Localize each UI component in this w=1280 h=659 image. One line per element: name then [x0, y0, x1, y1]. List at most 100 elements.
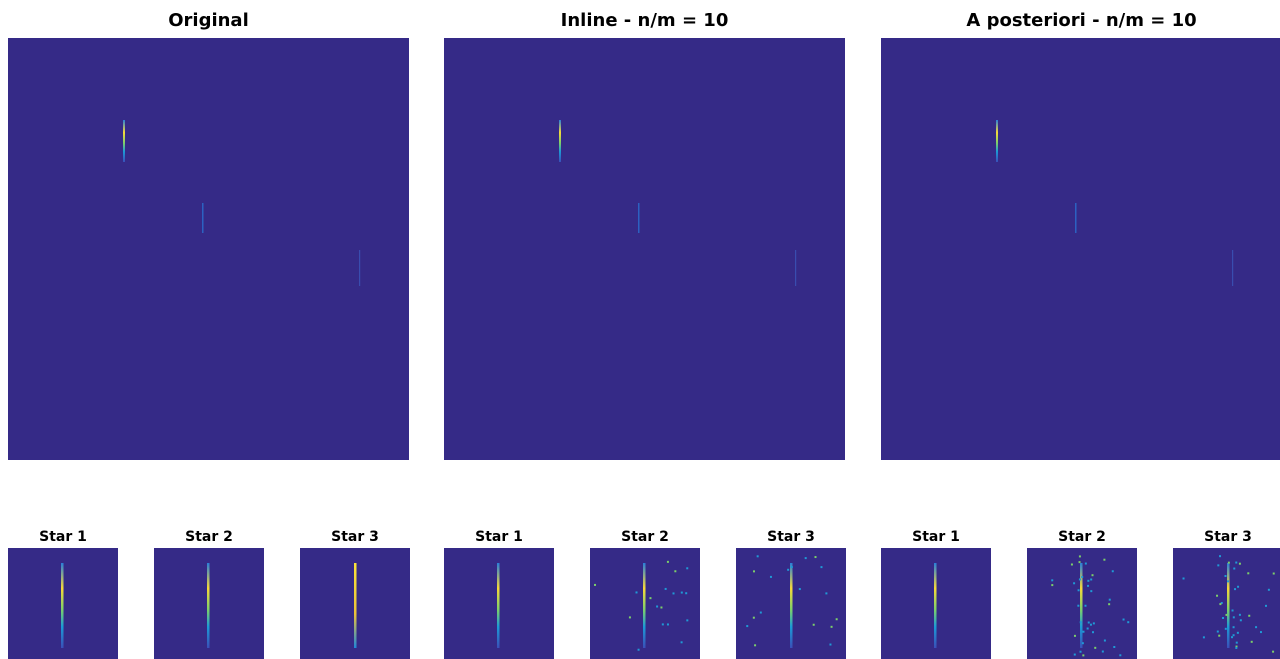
noise	[1086, 627, 1089, 630]
noise	[1073, 634, 1076, 637]
noise	[1101, 650, 1104, 653]
noise	[1108, 603, 1111, 606]
image	[8, 38, 409, 460]
star-title: Star 2	[185, 529, 233, 545]
noise	[835, 618, 838, 621]
star-title: Star 1	[475, 529, 523, 545]
noise	[814, 556, 817, 559]
noise	[1222, 617, 1225, 620]
noise	[1231, 636, 1234, 639]
noise	[664, 587, 667, 590]
star-streak	[497, 563, 500, 648]
noise	[1079, 650, 1082, 653]
panel-title: Original	[168, 10, 249, 31]
noise	[825, 592, 828, 595]
noise	[1051, 584, 1054, 587]
noise	[680, 591, 683, 594]
noise	[1265, 604, 1268, 607]
noise	[752, 616, 755, 619]
star-title: Star 2	[1058, 529, 1106, 545]
panel-title: Inline - n/m = 10	[561, 10, 729, 31]
noise	[1225, 613, 1228, 616]
noise	[1092, 631, 1095, 634]
noise	[1081, 576, 1084, 579]
noise	[672, 592, 675, 595]
noise	[594, 583, 597, 586]
noise	[1119, 654, 1122, 657]
noise	[1078, 561, 1081, 564]
star-image	[1173, 548, 1280, 659]
noise	[1219, 555, 1222, 558]
star-title: Star 3	[767, 529, 815, 545]
noise	[1235, 561, 1238, 564]
streak	[795, 250, 797, 286]
panel-title: A posteriori - n/m = 10	[966, 10, 1196, 31]
noise	[666, 560, 669, 563]
noise	[1224, 575, 1227, 578]
star-title: Star 1	[39, 529, 87, 545]
star-streak	[790, 563, 793, 648]
star-title: Star 3	[1204, 529, 1252, 545]
noise	[798, 588, 801, 591]
noise	[1259, 631, 1262, 634]
noise	[1232, 626, 1235, 629]
noise	[787, 568, 790, 571]
noise	[1078, 555, 1081, 558]
noise	[1272, 650, 1275, 653]
star-streak	[207, 563, 210, 648]
noise	[1103, 639, 1106, 642]
noise	[1079, 621, 1082, 624]
noise	[1233, 567, 1236, 570]
noise	[686, 567, 689, 570]
noise	[1219, 603, 1222, 606]
star-streak	[1227, 563, 1230, 648]
streak	[638, 203, 640, 233]
noise	[1122, 618, 1125, 621]
noise	[820, 566, 823, 569]
noise	[1236, 631, 1239, 634]
noise	[1087, 621, 1090, 624]
streak	[202, 203, 204, 233]
noise	[1234, 588, 1237, 591]
noise	[1077, 604, 1080, 607]
noise	[686, 619, 689, 622]
noise	[1092, 622, 1095, 625]
streak	[1232, 250, 1234, 286]
noise	[1272, 572, 1275, 575]
star-streak	[61, 563, 64, 648]
noise	[804, 557, 807, 560]
noise	[1084, 604, 1087, 607]
noise	[1078, 578, 1081, 581]
noise	[752, 570, 755, 573]
noise	[1127, 621, 1130, 624]
noise	[1232, 634, 1235, 637]
noise	[1250, 640, 1253, 643]
noise	[1227, 580, 1230, 583]
noise	[660, 606, 663, 609]
star-streak	[934, 563, 937, 648]
noise	[1220, 601, 1223, 604]
noise	[674, 570, 677, 573]
noise	[1255, 626, 1258, 629]
star-title: Star 3	[331, 529, 379, 545]
noise	[685, 592, 688, 595]
noise	[812, 623, 815, 626]
noise	[1237, 585, 1240, 588]
star-title: Star 1	[912, 529, 960, 545]
noise	[628, 616, 631, 619]
noise	[1218, 634, 1221, 637]
noise	[1089, 623, 1092, 626]
streak	[559, 120, 561, 162]
noise	[756, 555, 759, 558]
noise	[1238, 613, 1241, 616]
streak	[996, 120, 998, 162]
noise	[1113, 646, 1116, 649]
noise	[1227, 561, 1230, 564]
noise	[790, 566, 793, 569]
noise	[1108, 598, 1111, 601]
image	[444, 38, 845, 460]
noise	[754, 644, 757, 647]
noise	[1081, 642, 1084, 645]
noise	[1082, 654, 1085, 657]
